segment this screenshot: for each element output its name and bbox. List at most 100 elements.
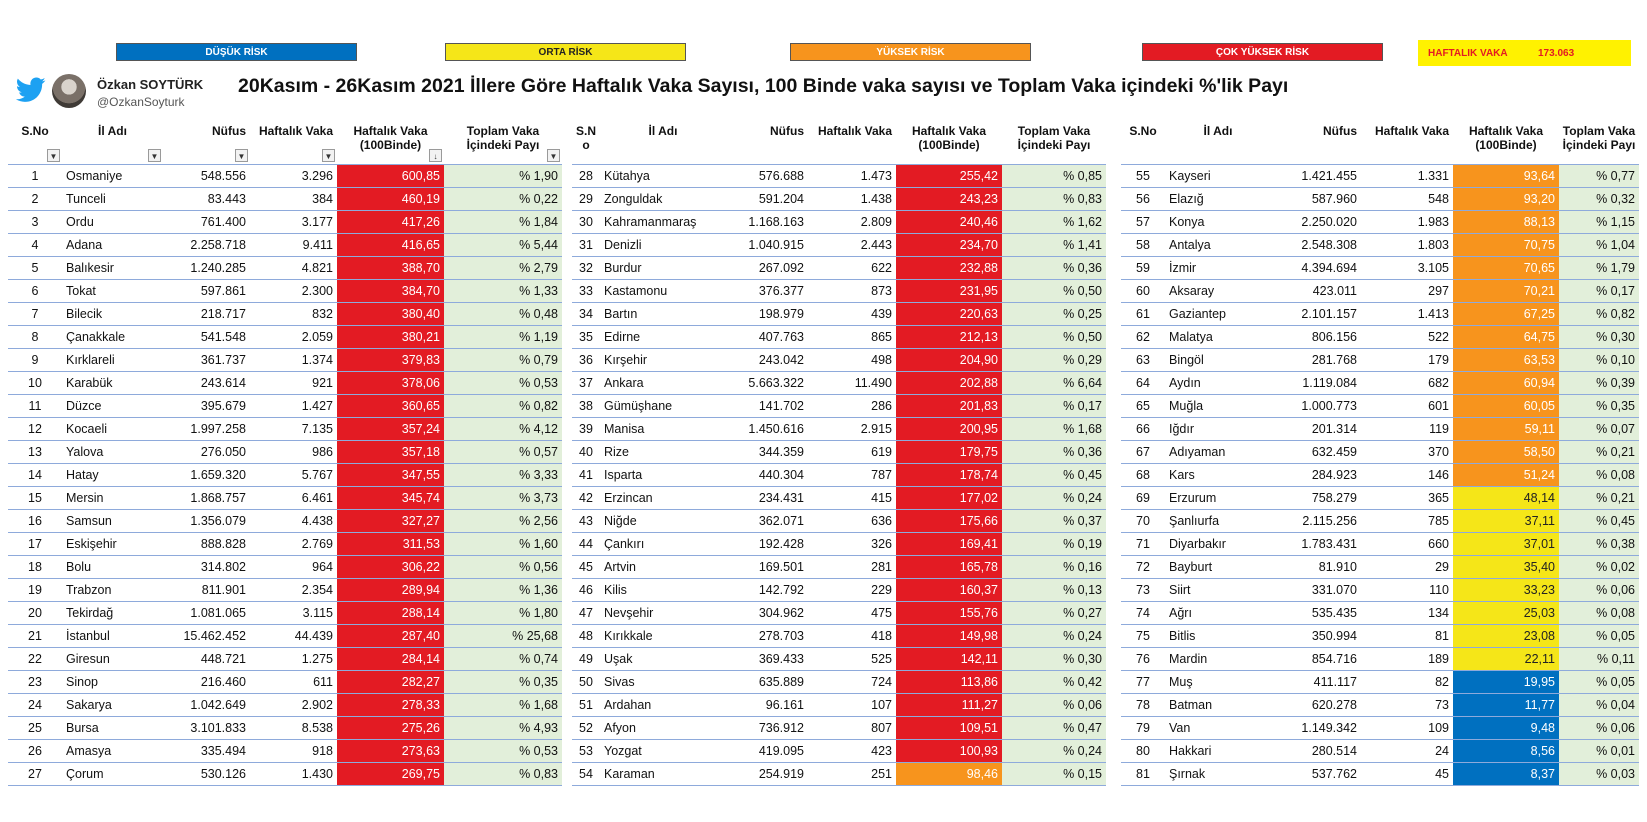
cell-il: Kilis xyxy=(600,578,726,602)
cell-per100k: 200,95 xyxy=(896,417,1002,441)
cell-il: Diyarbakır xyxy=(1165,532,1271,556)
header-nufus[interactable]: Nüfus ▼ xyxy=(163,124,250,165)
cell-nufus: 267.092 xyxy=(726,256,808,280)
cell-share: % 0,74 xyxy=(444,647,562,671)
cell-per100k: 284,14 xyxy=(337,647,444,671)
table-row: 37 Ankara 5.663.322 11.490 202,88% 6,64 xyxy=(572,371,1106,395)
cell-per100k: 142,11 xyxy=(896,647,1002,671)
cell-nufus: 620.278 xyxy=(1271,693,1361,717)
filter-dropdown-icon[interactable]: ▼ xyxy=(235,149,248,162)
cell-nufus: 218.717 xyxy=(163,302,250,326)
header-per100k[interactable]: Haftalık Vaka (100Binde) ↓ xyxy=(337,124,444,165)
table-row: 44 Çankırı 192.428 326 169,41% 0,19 xyxy=(572,532,1106,556)
cell-il: Kahramanmaraş xyxy=(600,210,726,234)
cell-il: Muş xyxy=(1165,670,1271,694)
cell-nufus: 2.101.157 xyxy=(1271,302,1361,326)
table-row: 29 Zonguldak 591.204 1.438 243,23% 0,83 xyxy=(572,187,1106,211)
cell-vaka: 1.275 xyxy=(250,647,337,671)
avatar xyxy=(52,74,86,108)
author-name: Özkan SOYTÜRK xyxy=(97,77,204,92)
cell-sno: 1 xyxy=(8,164,62,188)
cell-per100k: 243,23 xyxy=(896,187,1002,211)
cell-nufus: 192.428 xyxy=(726,532,808,556)
cell-share: % 5,44 xyxy=(444,233,562,257)
sort-filter-icon[interactable]: ↓ xyxy=(429,149,442,162)
cell-per100k: 288,14 xyxy=(337,601,444,625)
table-row: 11 Düzce 395.679 1.427 360,65% 0,82 xyxy=(8,394,562,418)
cell-per100k: 357,24 xyxy=(337,417,444,441)
cell-share: % 0,13 xyxy=(1002,578,1106,602)
filter-dropdown-icon[interactable]: ▼ xyxy=(547,149,560,162)
cell-share: % 0,27 xyxy=(1002,601,1106,625)
legend-mid-risk: ORTA RİSK xyxy=(445,43,686,61)
header-share-label: Toplam Vaka İçindeki Payı xyxy=(1017,124,1091,152)
cell-il: Kırklareli xyxy=(62,348,163,372)
table-row: 72 Bayburt 81.910 29 35,40% 0,02 xyxy=(1121,555,1639,579)
cell-sno: 34 xyxy=(572,302,600,326)
table-row: 23 Sinop 216.460 611 282,27% 0,35 xyxy=(8,670,562,694)
cell-nufus: 407.763 xyxy=(726,325,808,349)
table-row: 39 Manisa 1.450.616 2.915 200,95% 1,68 xyxy=(572,417,1106,441)
header-share[interactable]: Toplam Vaka İçindeki Payı ▼ xyxy=(444,124,562,165)
cell-nufus: 537.762 xyxy=(1271,762,1361,786)
cell-share: % 1,60 xyxy=(444,532,562,556)
table-row: 35 Edirne 407.763 865 212,13% 0,50 xyxy=(572,325,1106,349)
cell-il: Bayburt xyxy=(1165,555,1271,579)
cell-nufus: 314.802 xyxy=(163,555,250,579)
cell-nufus: 304.962 xyxy=(726,601,808,625)
filter-dropdown-icon[interactable]: ▼ xyxy=(148,149,161,162)
twitter-bird-icon xyxy=(16,77,46,102)
header-haftalik-label: Haftalık Vaka xyxy=(1374,124,1449,138)
cell-share: % 1,33 xyxy=(444,279,562,303)
cell-il: Hatay xyxy=(62,463,163,487)
cell-nufus: 1.450.616 xyxy=(726,417,808,441)
cell-share: % 0,79 xyxy=(444,348,562,372)
cell-share: % 6,64 xyxy=(1002,371,1106,395)
header-il-label: İl Adı xyxy=(648,124,678,138)
table-row: 58 Antalya 2.548.308 1.803 70,75% 1,04 xyxy=(1121,233,1639,257)
header-per100k: Haftalık Vaka (100Binde) xyxy=(896,124,1002,165)
cell-il: Eskişehir xyxy=(62,532,163,556)
cell-per100k: 204,90 xyxy=(896,348,1002,372)
header-sno[interactable]: S.No ▼ xyxy=(8,124,62,165)
cell-share: % 0,45 xyxy=(1002,463,1106,487)
table-row: 61 Gaziantep 2.101.157 1.413 67,25% 0,82 xyxy=(1121,302,1639,326)
cell-per100k: 327,27 xyxy=(337,509,444,533)
cell-il: Iğdır xyxy=(1165,417,1271,441)
cell-vaka: 423 xyxy=(808,739,896,763)
header-sno: S.N o xyxy=(572,124,600,165)
cell-vaka: 11.490 xyxy=(808,371,896,395)
cell-share: % 1,15 xyxy=(1559,210,1639,234)
cell-il: Afyon xyxy=(600,716,726,740)
filter-dropdown-icon[interactable]: ▼ xyxy=(322,149,335,162)
cell-nufus: 15.462.452 xyxy=(163,624,250,648)
cell-vaka: 415 xyxy=(808,486,896,510)
cell-il: Osmaniye xyxy=(62,164,163,188)
cell-per100k: 11,77 xyxy=(1453,693,1559,717)
header-sno: S.No xyxy=(1121,124,1165,165)
cell-sno: 8 xyxy=(8,325,62,349)
header-haftalik[interactable]: Haftalık Vaka ▼ xyxy=(250,124,337,165)
cell-nufus: 362.071 xyxy=(726,509,808,533)
table-row: 7 Bilecik 218.717 832 380,40% 0,48 xyxy=(8,302,562,326)
cell-sno: 76 xyxy=(1121,647,1165,671)
cell-sno: 59 xyxy=(1121,256,1165,280)
header-il[interactable]: İl Adı ▼ xyxy=(62,124,163,165)
cell-share: % 0,06 xyxy=(1559,578,1639,602)
cell-sno: 20 xyxy=(8,601,62,625)
cell-il: Amasya xyxy=(62,739,163,763)
legend-high-risk: YÜKSEK RİSK xyxy=(790,43,1031,61)
cell-per100k: 416,65 xyxy=(337,233,444,257)
cell-sno: 79 xyxy=(1121,716,1165,740)
table-row: 4 Adana 2.258.718 9.411 416,65% 5,44 xyxy=(8,233,562,257)
header-haftalik-label: Haftalık Vaka xyxy=(817,124,892,138)
cell-il: Artvin xyxy=(600,555,726,579)
cell-il: Aksaray xyxy=(1165,279,1271,303)
filter-dropdown-icon[interactable]: ▼ xyxy=(47,149,60,162)
cell-sno: 18 xyxy=(8,555,62,579)
table-row: 22 Giresun 448.721 1.275 284,14% 0,74 xyxy=(8,647,562,671)
table-row: 54 Karaman 254.919 251 98,46% 0,15 xyxy=(572,762,1106,786)
table-row: 55 Kayseri 1.421.455 1.331 93,64% 0,77 xyxy=(1121,164,1639,188)
cell-per100k: 35,40 xyxy=(1453,555,1559,579)
cell-share: % 0,47 xyxy=(1002,716,1106,740)
